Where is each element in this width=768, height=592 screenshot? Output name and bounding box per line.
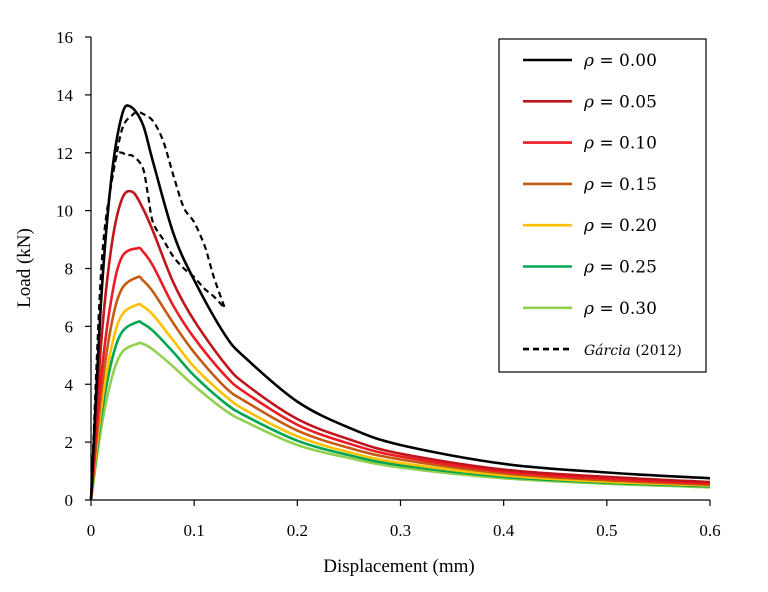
x-tick-label: 0.5	[596, 521, 617, 540]
legend-label: ρ = 0.10	[583, 134, 657, 154]
y-axis-title: Load (kN)	[14, 228, 35, 308]
legend-label: ρ = 0.05	[583, 92, 657, 112]
x-tick-label: 0.1	[184, 521, 205, 540]
legend-label-value: = 0.30	[594, 299, 657, 319]
legend-label: ρ = 0.30	[583, 299, 657, 319]
series-line-reference-extra	[110, 111, 227, 310]
legend-label-symbol: Gárcia	[584, 343, 631, 359]
legend-label: ρ = 0.25	[583, 258, 657, 278]
legend-label-symbol: ρ	[583, 134, 594, 154]
series-line--0-15	[89, 275, 711, 501]
series-line--0-00	[89, 104, 711, 501]
series-line--0-10	[89, 246, 711, 501]
legend-label-value: = 0.05	[594, 92, 657, 112]
y-tick-label: 16	[56, 28, 73, 47]
legend-label: Gárcia (2012)	[584, 343, 682, 359]
axes: 0 0.1 0.2 0.3 0.4 0.5 0.6 0 2 4 6 8 10 12 14 16	[56, 28, 721, 540]
x-tick-label: 0.4	[493, 521, 515, 540]
x-axis-title: Displacement (mm)	[323, 556, 474, 577]
y-tick-label: 6	[65, 317, 74, 336]
legend-label-value: = 0.00	[594, 51, 657, 71]
y-tick-label: 0	[65, 491, 74, 510]
legend-label-value: (2012)	[631, 343, 682, 359]
x-tick-label: 0.6	[699, 521, 720, 540]
legend-label-value: = 0.10	[594, 134, 657, 154]
legend-label-value: = 0.15	[594, 175, 657, 195]
y-tick-label: 12	[56, 144, 73, 163]
legend-label-value: = 0.20	[594, 216, 657, 236]
series-line--0-20	[89, 302, 711, 501]
legend-label-symbol: ρ	[583, 216, 594, 236]
y-tick-label: 10	[56, 202, 73, 221]
legend-label: ρ = 0.00	[583, 51, 657, 71]
x-tick-label: 0	[87, 521, 96, 540]
x-tick-label: 0.2	[287, 521, 308, 540]
series-layer	[89, 104, 711, 501]
legend-label-symbol: ρ	[583, 51, 594, 71]
legend-label-symbol: ρ	[583, 299, 594, 319]
series-line--0-25	[89, 320, 711, 501]
series-line--0-30	[89, 341, 711, 501]
legend-label: ρ = 0.20	[583, 216, 657, 236]
x-tick-label: 0.3	[390, 521, 411, 540]
legend: ρ = 0.00ρ = 0.05ρ = 0.10ρ = 0.15ρ = 0.20…	[498, 38, 707, 373]
y-tick-label: 2	[65, 433, 74, 452]
legend-label-value: = 0.25	[594, 258, 657, 278]
y-tick-label: 14	[56, 86, 74, 105]
legend-box	[498, 38, 707, 373]
legend-label-symbol: ρ	[583, 258, 594, 278]
legend-label-symbol: ρ	[583, 175, 594, 195]
legend-label-symbol: ρ	[583, 92, 594, 112]
y-tick-label: 4	[65, 375, 74, 394]
series-line--0-05	[89, 189, 711, 501]
y-tick-label: 8	[65, 260, 74, 279]
legend-label: ρ = 0.15	[583, 175, 657, 195]
